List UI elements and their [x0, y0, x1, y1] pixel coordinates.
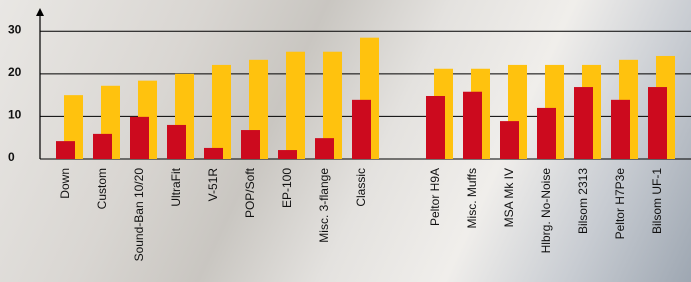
x-tick-label: UltraFit: [169, 167, 183, 206]
chart: 0 10 20 30 Down Custom Sound-Ban 10/20 UltraFit…: [0, 0, 691, 282]
x-tick-label: Sound-Ban 10/20: [132, 168, 146, 262]
x-tick-label: V-51R: [206, 168, 220, 202]
bar: [500, 121, 519, 159]
bar: [286, 52, 305, 159]
x-tick-label: Peltor H9A: [428, 168, 442, 226]
bar: [315, 138, 334, 159]
x-tick-label: Peltor H7P3e: [613, 168, 627, 240]
bar: [574, 87, 593, 159]
bar: [241, 130, 260, 159]
bar: [56, 141, 75, 159]
y-tick-label: 10: [8, 108, 22, 122]
x-tick-label: Bilsom UF-1: [650, 168, 664, 234]
page: {"chart_data": {"type": "bar", "categori…: [0, 0, 691, 282]
y-tick-label: 30: [8, 22, 22, 36]
bar: [648, 87, 667, 159]
bar: [130, 117, 149, 159]
bar: [212, 65, 231, 159]
bar: [93, 134, 112, 159]
x-tick-label: Down: [58, 168, 72, 199]
x-tick-label: EP-100: [280, 168, 294, 208]
x-tick-label: Misc. Muffs: [465, 168, 479, 228]
bar: [204, 148, 223, 159]
x-tick-label: Hlbrg. No-Noise: [539, 168, 553, 254]
x-tick-label: POP/Soft: [243, 167, 257, 218]
bar: [167, 125, 186, 159]
x-tick-label: Classic: [354, 168, 368, 207]
bar: [611, 100, 630, 159]
x-tick-label: Custom: [95, 168, 109, 209]
bar: [426, 96, 445, 159]
y-tick-label: 20: [8, 65, 22, 79]
y-axis-arrow: [36, 8, 44, 16]
bar: [463, 92, 482, 159]
x-tick-label: Misc. 3-flange: [317, 168, 331, 243]
y-tick-label: 0: [8, 150, 15, 164]
bar: [352, 100, 371, 159]
bar: [278, 150, 297, 159]
bar: [537, 108, 556, 159]
x-tick-label: MSA Mk IV: [502, 168, 516, 227]
x-tick-label: Bilsom 2313: [576, 168, 590, 234]
